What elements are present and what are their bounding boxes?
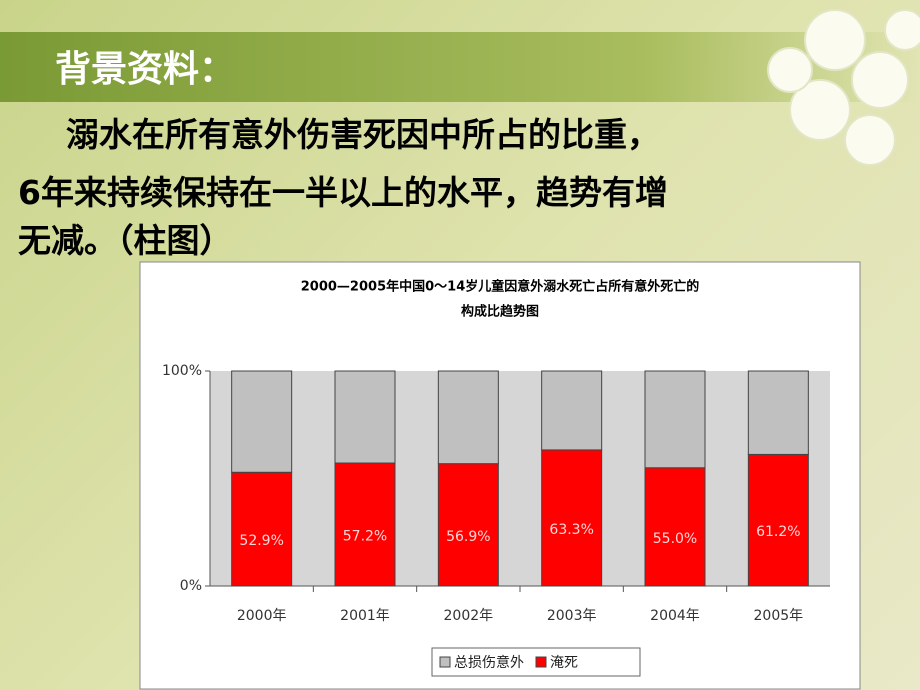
x-tick-label: 2000年 [237, 608, 287, 624]
x-tick-label: 2002年 [444, 608, 494, 624]
bar-segment [541, 370, 603, 451]
value-label: 57.2% [343, 529, 387, 545]
value-label: 63.3% [549, 522, 593, 538]
bar-segment [541, 449, 603, 587]
value-label: 61.2% [756, 524, 800, 540]
bar-segment [334, 370, 396, 464]
bar-segment [231, 471, 293, 587]
x-tick-label: 2001年 [340, 608, 390, 624]
body-text: 6年来持续保持在一半以上的水平，趋势有增 [18, 173, 668, 212]
bar-segment [231, 370, 293, 473]
value-label: 52.9% [239, 533, 283, 549]
value-label: 56.9% [446, 529, 490, 545]
chart-title: 2000—2005年中国0～14岁儿童因意外溺水死亡占所有意外死亡的 [301, 279, 700, 295]
y-tick-label: 0% [180, 578, 202, 594]
chart-title: 构成比趋势图 [461, 304, 539, 320]
legend-swatch [439, 656, 451, 668]
x-tick-label: 2004年 [650, 608, 700, 624]
heading-band [0, 32, 920, 102]
value-label: 55.0% [653, 531, 697, 547]
slide-heading: 背景资料： [55, 49, 236, 90]
x-tick-label: 2005年 [754, 608, 804, 624]
y-tick-label: 100% [162, 363, 202, 379]
plot-area [210, 371, 830, 586]
bar-segment [644, 370, 706, 469]
bar-segment [437, 370, 499, 465]
legend-label: 淹死 [550, 655, 578, 671]
body-text: 溺水在所有意外伤害死因中所占的比重， [66, 115, 660, 154]
body-text: 无减。（柱图） [18, 221, 233, 260]
bar-segment [437, 463, 499, 587]
legend-label: 总损伤意外 [454, 654, 524, 671]
bar-segment [747, 370, 809, 455]
x-tick-label: 2003年 [547, 608, 597, 624]
bar-segment [747, 453, 809, 587]
bar-segment [644, 467, 706, 587]
bar-segment [334, 462, 396, 587]
legend-swatch [535, 656, 547, 668]
